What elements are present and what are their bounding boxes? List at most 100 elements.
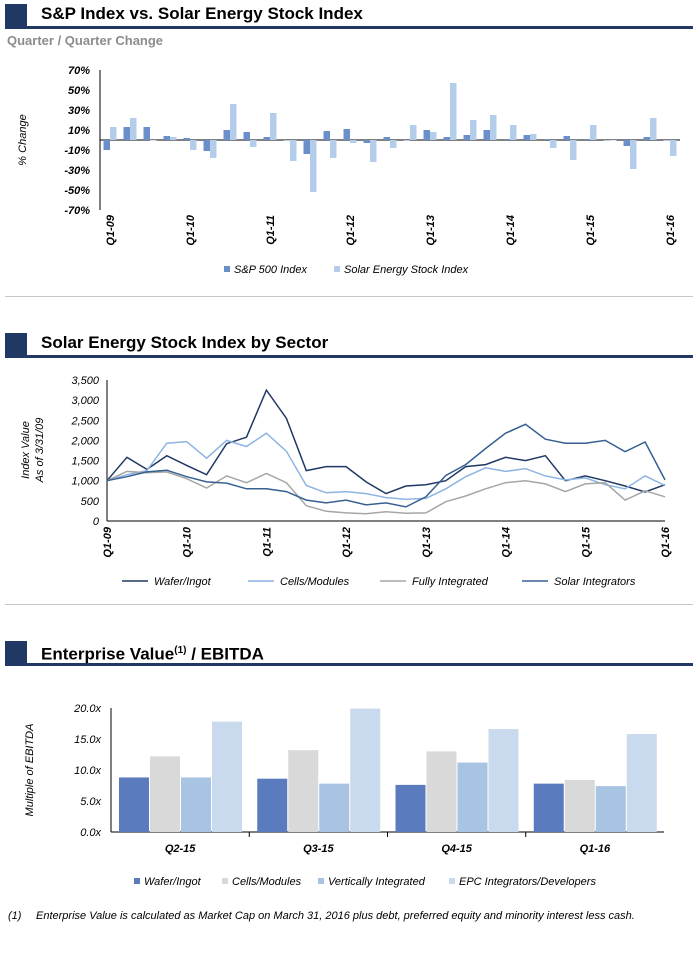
y-tick-label: 10.0x: [74, 765, 101, 777]
bar-vertically-integrated: [457, 762, 488, 832]
x-tick-label: Q1-12: [345, 215, 357, 246]
x-tick-label: Q1-14: [501, 527, 513, 558]
y-tick-label: 1,500: [71, 456, 99, 468]
bar-solar-index: [270, 113, 277, 140]
bar-cells-modules: [150, 756, 180, 832]
bar-solar-index: [190, 140, 197, 150]
x-tick-label: Q1-14: [505, 215, 517, 246]
x-tick-label: Q1-15: [585, 214, 597, 245]
series-line-cells-modules: [106, 432, 666, 500]
bar-solar-index: [590, 125, 597, 140]
x-tick-label: Q1-16: [660, 526, 672, 557]
bar-sp500: [123, 127, 130, 140]
bar-solar-index: [430, 132, 437, 140]
bar-sp500: [543, 139, 550, 140]
bar-sp500: [403, 140, 410, 141]
bar-solar-index: [370, 140, 377, 162]
bar-sp500: [183, 138, 190, 140]
y-tick-label: -70%: [64, 205, 90, 217]
legend-label: Solar Integrators: [554, 576, 636, 588]
legend-swatch: [318, 878, 324, 884]
y-tick-label: 2,000: [70, 435, 99, 447]
y-tick-label: 15.0x: [74, 734, 101, 746]
footnote-reference: (1): [174, 645, 187, 656]
bar-sp500: [483, 130, 490, 140]
series-line-solar-integrators: [106, 423, 666, 508]
section-title: Solar Energy Stock Index by Sector: [41, 333, 329, 352]
bar-solar-index: [150, 140, 157, 141]
y-axis-label: Multiple of EBITDA: [24, 724, 36, 817]
section-title: Enterprise Value(1) / EBITDA: [41, 641, 264, 665]
y-tick-label: 50%: [68, 85, 90, 97]
y-tick-label: 1,000: [71, 476, 99, 488]
y-tick-label: 500: [81, 496, 100, 508]
bar-sp500: [623, 140, 630, 146]
x-tick-label: Q1-10: [185, 214, 197, 245]
bar-sp500: [663, 140, 670, 141]
bar-solar-index: [350, 140, 357, 143]
footnote-text: Enterprise Value is calculated as Market…: [36, 910, 635, 922]
legend-swatch: [222, 878, 228, 884]
bar-sp500: [163, 136, 170, 140]
bar-cells-modules: [288, 750, 319, 832]
bar-solar-index: [210, 140, 217, 158]
y-axis-label: As of 3/31/09: [34, 418, 46, 484]
bar-epc-integrators: [626, 734, 657, 832]
x-tick-label: Q3-15: [303, 843, 334, 855]
legend-label: EPC Integrators/Developers: [459, 876, 596, 888]
y-axis-label: Index Value: [20, 421, 32, 479]
y-tick-label: 0: [93, 516, 100, 528]
bar-solar-index: [510, 125, 517, 140]
section-header-ev-ebitda: Enterprise Value(1) / EBITDA: [5, 641, 693, 666]
legend-label: Fully Integrated: [412, 576, 489, 588]
x-tick-label: Q1-12: [341, 527, 353, 558]
bar-solar-index: [530, 134, 537, 140]
bar-solar-index: [650, 118, 657, 140]
legend-swatch: [449, 878, 455, 884]
bar-wafer-ingot: [119, 777, 149, 832]
bar-sp500: [263, 137, 270, 140]
section-title: S&P Index vs. Solar Energy Stock Index: [41, 4, 363, 23]
y-tick-label: -30%: [64, 165, 90, 177]
legend-label: Wafer/Ingot: [154, 576, 212, 588]
section-header-sp-vs-solar: S&P Index vs. Solar Energy Stock Index: [5, 4, 693, 29]
bar-sp500: [103, 140, 110, 150]
section-rule: [5, 663, 693, 666]
section-title-main: Enterprise Value: [41, 644, 175, 664]
legend-swatch: [224, 266, 230, 272]
y-tick-label: 3,500: [71, 375, 99, 387]
bar-sp500: [523, 135, 530, 140]
bar-solar-index: [490, 115, 497, 140]
bar-solar-index: [310, 140, 317, 192]
bar-solar-index: [390, 140, 397, 148]
legend-swatch: [334, 266, 340, 272]
bar-solar-index: [630, 140, 637, 169]
y-tick-label: 2,500: [70, 415, 99, 427]
section-divider: [5, 604, 693, 605]
legend-label: S&P 500 Index: [234, 264, 307, 276]
section-marker-block: [5, 641, 27, 663]
bar-solar-index: [130, 118, 137, 140]
sector-index-line-chart: 3,500 3,000 2,500 2,000 1,500 1,000 500 0Q1-09 Q…: [20, 375, 672, 588]
bar-epc-integrators: [488, 729, 519, 832]
bar-sp500: [223, 130, 230, 140]
bar-solar-index: [250, 140, 257, 147]
ev-ebitda-bar-chart: 20.0x 15.0x 10.0x 5.0x 0.0x Q2-15 Q3-15 Q4-15 Q1…: [24, 703, 664, 888]
y-axis-label: % Change: [17, 114, 29, 165]
bar-solar-index: [450, 83, 457, 140]
legend-label: Vertically Integrated: [328, 876, 426, 888]
x-tick-label: Q1-16: [665, 214, 677, 245]
bar-solar-index: [570, 140, 577, 160]
bar-solar-index: [170, 137, 177, 140]
bar-sp500: [643, 137, 650, 140]
bar-solar-index: [470, 120, 477, 140]
y-tick-label: 70%: [68, 65, 90, 77]
x-tick-label: Q1-10: [182, 526, 194, 557]
x-tick-label: Q1-13: [421, 527, 433, 558]
bar-epc-integrators: [212, 721, 242, 832]
x-tick-label: Q1-15: [580, 526, 592, 557]
x-tick-label: Q2-15: [165, 843, 196, 855]
bar-wafer-ingot: [395, 784, 426, 832]
bar-sp500: [203, 140, 210, 151]
series-line-fully-integrated: [106, 470, 666, 515]
